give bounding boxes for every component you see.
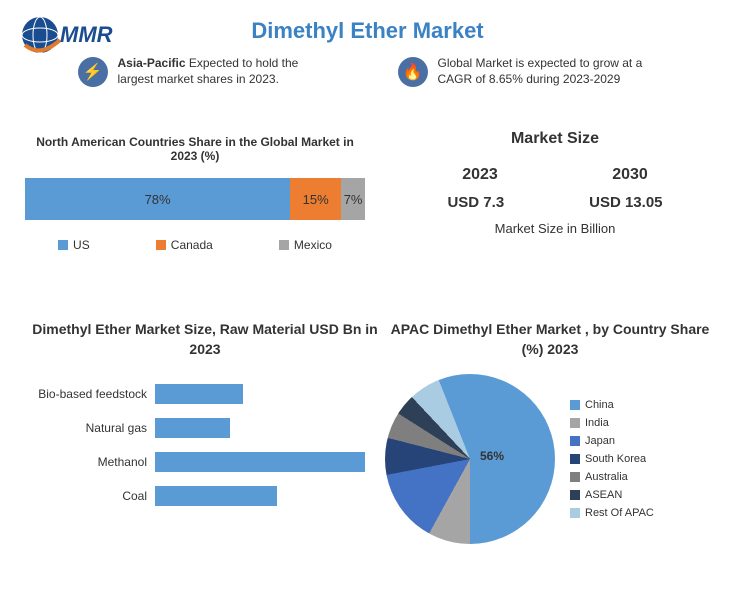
ms-year-1: 2030 [612,166,648,184]
apac-legend-item: India [570,417,654,429]
logo-text: MMR [60,22,113,48]
raw-row: Coal [25,486,385,506]
raw-row: Natural gas [25,418,385,438]
na-legend: US Canada Mexico [25,238,365,252]
na-legend-us: US [58,238,90,252]
market-size-block: Market Size 2023 2030 USD 7.3 USD 13.05 … [405,130,705,236]
raw-row: Bio-based feedstock [25,384,385,404]
apac-legend-item: China [570,399,654,411]
pie-wrap: 56% [385,374,555,544]
raw-label: Bio-based feedstock [25,387,155,401]
raw-label: Coal [25,489,155,503]
na-stacked-bar: 78%15%7% [25,178,365,220]
apac-legend-item: Japan [570,435,654,447]
market-size-years: 2023 2030 [405,166,705,184]
ms-val-0: USD 7.3 [447,194,504,211]
raw-row: Methanol [25,452,385,472]
highlight-text-right: Global Market is expected to grow at a C… [438,56,658,87]
flame-icon: 🔥 [398,57,428,87]
raw-bar [155,486,277,506]
apac-legend-item: South Korea [570,453,654,465]
na-legend-canada: Canada [156,238,213,252]
apac-chart-title: APAC Dimethyl Ether Market , by Country … [385,320,715,359]
raw-bars: Bio-based feedstock Natural gas Methanol Co… [25,384,385,506]
apac-pie-chart: APAC Dimethyl Ether Market , by Country … [385,320,715,544]
na-segment-canada: 15% [290,178,341,220]
bolt-icon: ⚡ [78,57,108,87]
highlight-text-left: Asia-Pacific Expected to hold the larges… [118,56,338,87]
raw-bar [155,384,243,404]
market-size-unit: Market Size in Billion [405,221,705,236]
apac-legend-item: Rest Of APAC [570,507,654,519]
highlight-bold: Asia-Pacific [118,56,186,70]
highlight-asia-pacific: ⚡ Asia-Pacific Expected to hold the larg… [78,56,338,87]
highlight-cagr: 🔥 Global Market is expected to grow at a… [398,56,658,87]
ms-val-1: USD 13.05 [589,194,662,211]
na-chart-title: North American Countries Share in the Gl… [25,135,365,163]
market-size-title: Market Size [405,130,705,148]
raw-label: Methanol [25,455,155,469]
globe-icon [15,10,65,60]
pie-center-label: 56% [480,449,504,463]
logo: MMR [15,10,113,60]
ms-year-0: 2023 [462,166,498,184]
na-legend-mexico: Mexico [279,238,332,252]
na-segment-us: 78% [25,178,290,220]
apac-legend-item: ASEAN [570,489,654,501]
raw-label: Natural gas [25,421,155,435]
highlights-row: ⚡ Asia-Pacific Expected to hold the larg… [0,56,735,87]
apac-content: 56% China India Japan South Korea Australia A… [385,374,715,544]
apac-legend-item: Australia [570,471,654,483]
na-segment-mexico: 7% [341,178,365,220]
na-share-chart: North American Countries Share in the Gl… [25,135,365,252]
raw-chart-title: Dimethyl Ether Market Size, Raw Material… [25,320,385,359]
pie [385,374,555,544]
raw-bar [155,452,365,472]
apac-legend: China India Japan South Korea Australia ASEAN… [570,399,654,519]
raw-bar [155,418,230,438]
raw-material-chart: Dimethyl Ether Market Size, Raw Material… [25,320,385,520]
market-size-values: USD 7.3 USD 13.05 [405,194,705,211]
